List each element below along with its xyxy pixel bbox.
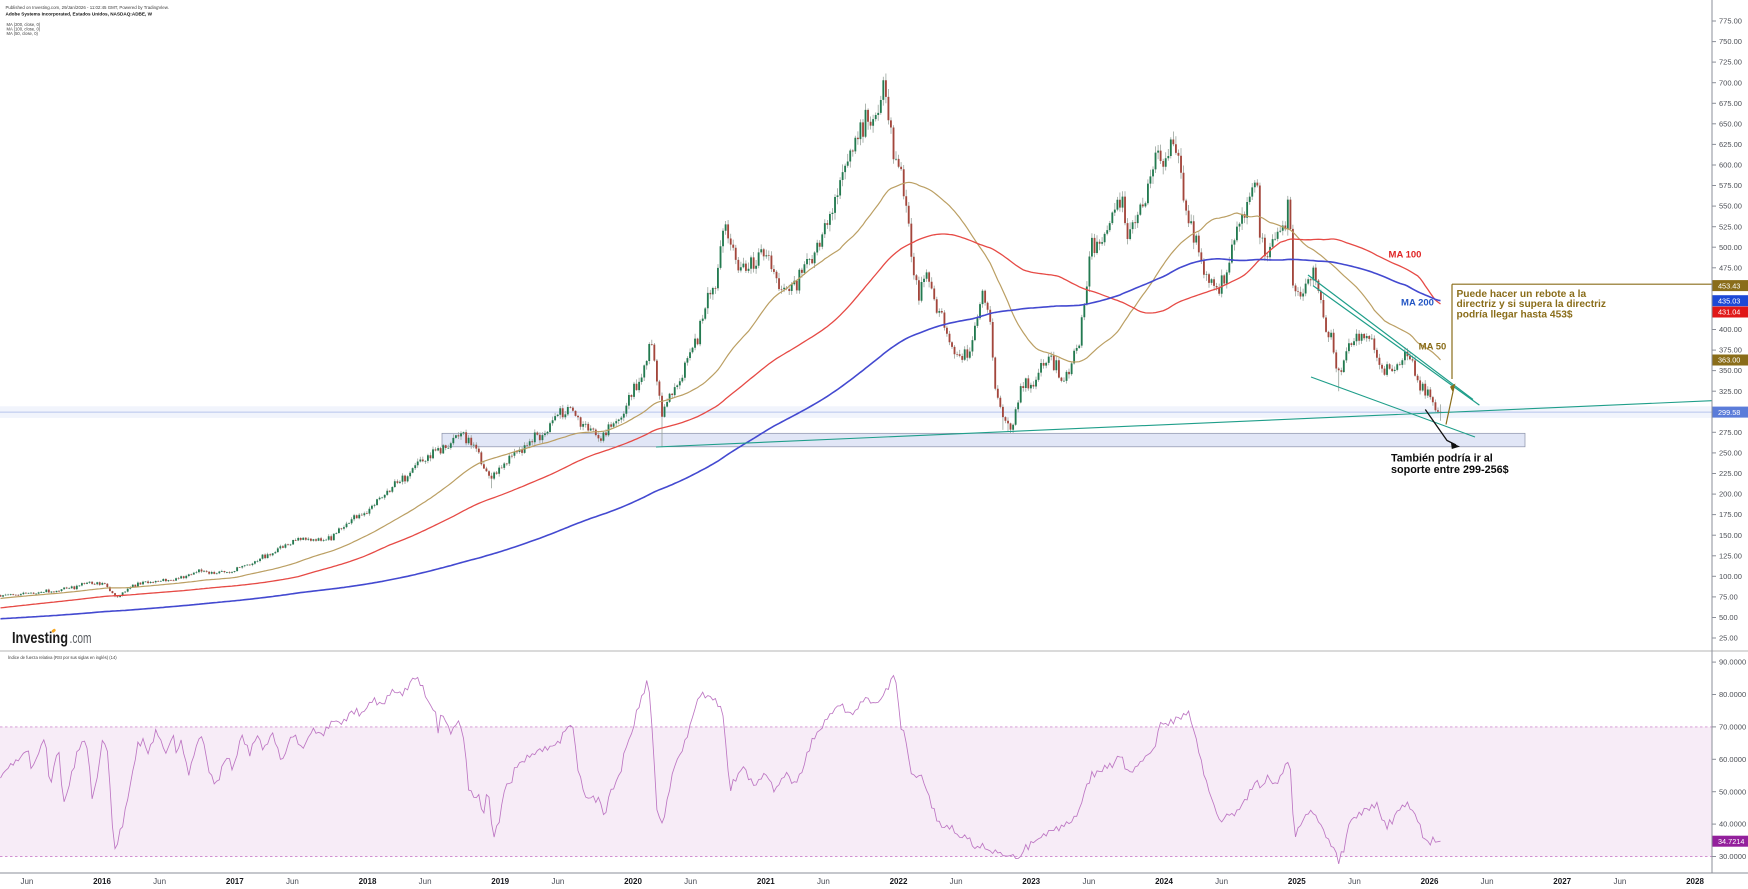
svg-text:Puede hacer un rebote a la: Puede hacer un rebote a la [1457,289,1587,300]
svg-text:Jun: Jun [419,877,432,886]
svg-text:Jun: Jun [817,877,830,886]
svg-text:2028: 2028 [1686,877,1704,886]
svg-text:Jun: Jun [950,877,963,886]
svg-text:550.00: 550.00 [1719,202,1742,211]
svg-text:Jun: Jun [1481,877,1494,886]
svg-text:250.00: 250.00 [1719,449,1742,458]
svg-text:MA (200, close, 0): MA (200, close, 0) [7,22,41,27]
svg-text:2020: 2020 [624,877,642,886]
svg-text:275.00: 275.00 [1719,428,1742,437]
svg-text:Jun: Jun [20,877,33,886]
svg-text:2025: 2025 [1288,877,1306,886]
svg-text:625.00: 625.00 [1719,140,1742,149]
svg-text:MA (100, close, 0): MA (100, close, 0) [7,27,41,32]
svg-text:Jun: Jun [1215,877,1228,886]
svg-text:2022: 2022 [890,877,908,886]
svg-text:775.00: 775.00 [1719,17,1742,26]
svg-text:25.00: 25.00 [1719,634,1738,643]
svg-text:MA 100: MA 100 [1389,250,1422,261]
svg-text:Jun: Jun [551,877,564,886]
svg-text:Jun: Jun [1613,877,1626,886]
svg-text:100.00: 100.00 [1719,572,1742,581]
svg-text:Adobe Systems Incorporated, Es: Adobe Systems Incorporated, Estados Unid… [6,12,153,17]
svg-text:299.58: 299.58 [1718,408,1740,417]
svg-text:363.00: 363.00 [1718,356,1740,365]
svg-text:2017: 2017 [226,877,244,886]
svg-text:500.00: 500.00 [1719,243,1742,252]
svg-text:Índice de fuerza relativa (RSI: Índice de fuerza relativa (RSI por sus s… [8,655,117,660]
svg-text:60.0000: 60.0000 [1719,755,1746,764]
svg-text:475.00: 475.00 [1719,263,1742,272]
svg-text:50.0000: 50.0000 [1719,787,1746,796]
svg-text:80.0000: 80.0000 [1719,690,1746,699]
svg-text:Investing: Investing [12,630,68,647]
svg-text:125.00: 125.00 [1719,551,1742,560]
svg-text:También podría ir al: También podría ir al [1391,453,1493,465]
svg-text:40.0000: 40.0000 [1719,820,1746,829]
svg-text:90.0000: 90.0000 [1719,658,1746,667]
svg-text:MA 200: MA 200 [1401,298,1434,309]
svg-text:400.00: 400.00 [1719,325,1742,334]
svg-text:2026: 2026 [1421,877,1439,886]
svg-text:575.00: 575.00 [1719,181,1742,190]
svg-text:525.00: 525.00 [1719,222,1742,231]
svg-text:Jun: Jun [684,877,697,886]
svg-text:75.00: 75.00 [1719,593,1738,602]
svg-text:2027: 2027 [1553,877,1571,886]
svg-text:70.0000: 70.0000 [1719,723,1746,732]
svg-text:750.00: 750.00 [1719,37,1742,46]
svg-text:2021: 2021 [757,877,775,886]
svg-text:.com: .com [70,630,92,647]
svg-text:175.00: 175.00 [1719,510,1742,519]
svg-text:Jun: Jun [153,877,166,886]
svg-text:soporte entre 299-256$: soporte entre 299-256$ [1391,464,1509,476]
svg-text:podría llegar hasta 453$: podría llegar hasta 453$ [1457,309,1573,320]
svg-text:Published on Investing.com, 29: Published on Investing.com, 29/Jan/2026 … [6,5,169,10]
svg-text:2019: 2019 [491,877,509,886]
svg-text:600.00: 600.00 [1719,161,1742,170]
svg-text:2018: 2018 [359,877,377,886]
svg-text:50.00: 50.00 [1719,613,1738,622]
svg-text:225.00: 225.00 [1719,469,1742,478]
svg-text:Jun: Jun [1082,877,1095,886]
svg-text:700.00: 700.00 [1719,78,1742,87]
svg-text:650.00: 650.00 [1719,119,1742,128]
svg-text:2023: 2023 [1022,877,1040,886]
svg-text:725.00: 725.00 [1719,58,1742,67]
svg-text:Jun: Jun [286,877,299,886]
svg-text:453.43: 453.43 [1718,281,1740,290]
svg-text:375.00: 375.00 [1719,346,1742,355]
svg-text:34.7214: 34.7214 [1718,837,1744,846]
svg-text:MA (50, close, 0): MA (50, close, 0) [7,31,39,36]
svg-text:350.00: 350.00 [1719,366,1742,375]
svg-text:675.00: 675.00 [1719,99,1742,108]
svg-text:435.03: 435.03 [1718,296,1740,305]
svg-text:2016: 2016 [93,877,111,886]
svg-text:150.00: 150.00 [1719,531,1742,540]
svg-text:Jun: Jun [1348,877,1361,886]
svg-text:directriz y si supera la direc: directriz y si supera la directriz [1457,299,1606,310]
svg-text:200.00: 200.00 [1719,490,1742,499]
svg-text:2024: 2024 [1155,877,1173,886]
svg-text:325.00: 325.00 [1719,387,1742,396]
svg-text:431.04: 431.04 [1718,308,1740,317]
svg-text:30.0000: 30.0000 [1719,852,1746,861]
svg-text:MA 50: MA 50 [1419,342,1447,353]
